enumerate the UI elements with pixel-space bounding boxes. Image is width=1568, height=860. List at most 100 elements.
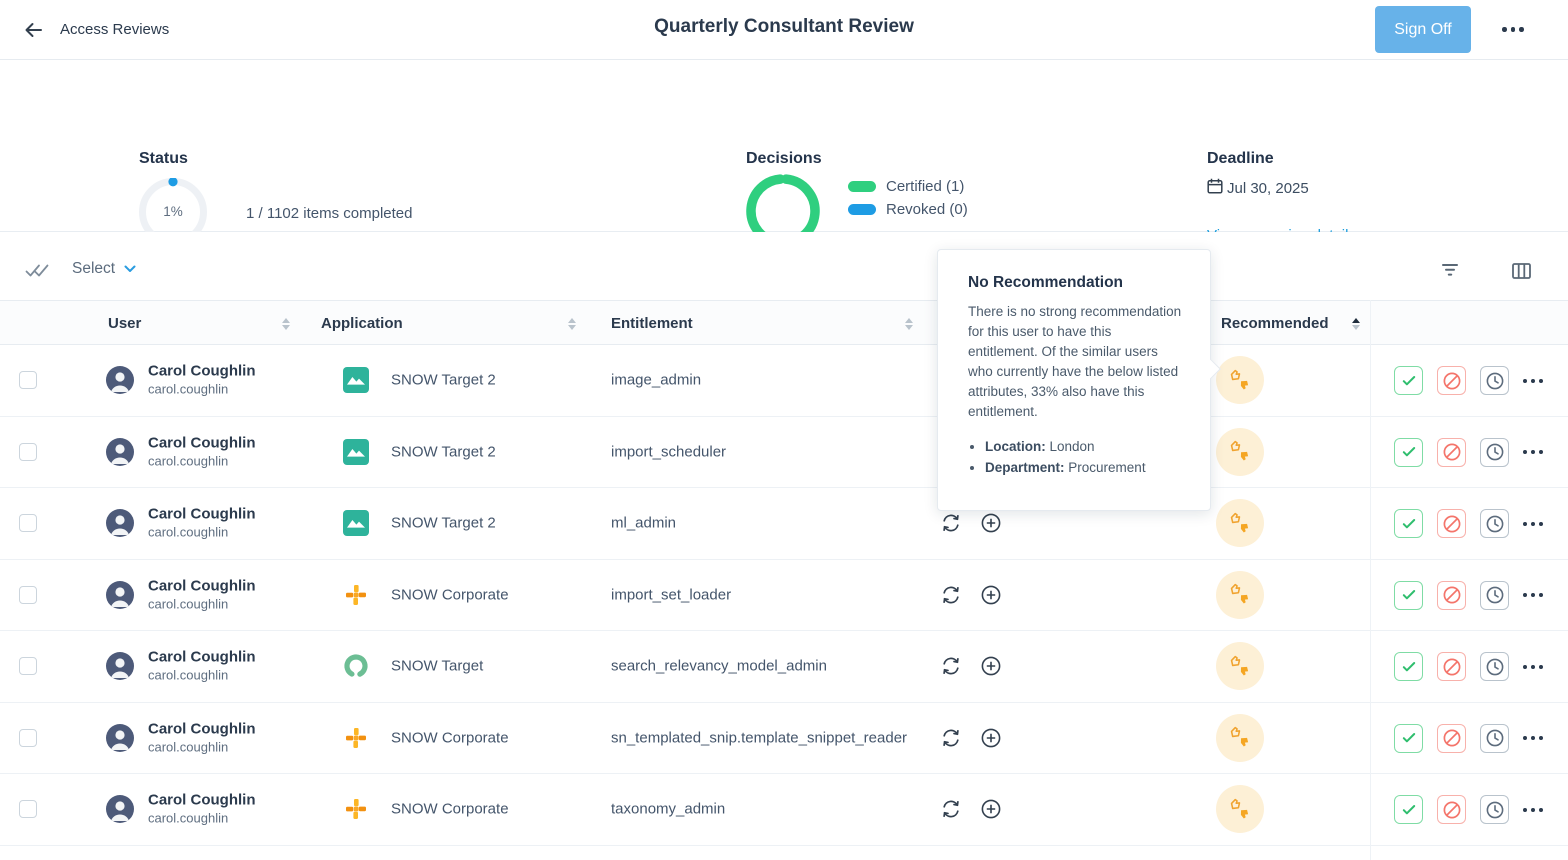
row-checkbox[interactable] [19,585,37,604]
column-header-entitlement[interactable]: Entitlement [611,301,913,346]
row-more-menu-icon[interactable] [1523,378,1543,383]
sign-off-button[interactable]: Sign Off [1375,6,1471,53]
clock-button[interactable] [1480,437,1509,467]
plus-circle-icon[interactable] [980,584,1002,606]
user-avatar [106,437,134,466]
snow-corporate-icon [343,582,369,608]
row-more-menu-icon[interactable] [1523,736,1543,741]
revoke-button[interactable] [1437,795,1466,825]
column-header-user[interactable]: User [108,301,290,346]
row-checkbox[interactable] [19,800,37,819]
recommendation-thumbs-icon[interactable] [1216,356,1264,405]
column-header-recommended[interactable]: Recommended [1221,301,1360,346]
select-all-icon[interactable] [25,262,49,284]
row-more-menu-icon[interactable] [1523,664,1543,669]
approve-button[interactable] [1394,366,1423,396]
user-cell: Carol Coughlin carol.coughlin [148,576,256,613]
row-checkbox[interactable] [19,657,37,676]
refresh-icon[interactable] [940,798,962,820]
plus-circle-icon[interactable] [980,727,1002,749]
breadcrumb[interactable]: Access Reviews [60,21,170,38]
plus-circle-icon[interactable] [980,655,1002,677]
user-avatar [106,652,134,681]
approve-button[interactable] [1394,723,1423,753]
recommendation-thumbs-icon[interactable] [1216,785,1264,834]
revoke-button[interactable] [1437,723,1466,753]
approve-button[interactable] [1394,437,1423,467]
revoked-label: Revoked (0) [886,201,968,218]
user-avatar [106,580,134,609]
user-cell: Carol Coughlin carol.coughlin [148,505,256,542]
back-arrow-icon[interactable] [22,19,44,41]
recommendation-thumbs-icon[interactable] [1216,499,1264,548]
row-checkbox[interactable] [19,442,37,461]
row-actions [1370,488,1568,560]
clock-button[interactable] [1480,509,1509,539]
approve-button[interactable] [1394,509,1423,539]
application-name: SNOW Corporate [391,729,509,747]
row-more-menu-icon[interactable] [1523,450,1543,455]
application-name: SNOW Target 2 [391,443,496,461]
legend-revoked: Revoked (0) [848,201,968,218]
tooltip-attribute: Department: Procurement [985,458,1182,479]
user-username: carol.coughlin [148,524,229,540]
user-avatar [106,509,134,538]
revoke-button[interactable] [1437,437,1466,467]
revoke-button[interactable] [1437,652,1466,682]
row-actions [1370,417,1568,489]
plus-circle-icon[interactable] [980,798,1002,820]
clock-button[interactable] [1480,652,1509,682]
row-more-menu-icon[interactable] [1523,521,1543,526]
clock-button[interactable] [1480,580,1509,610]
select-dropdown[interactable]: Select [72,260,136,278]
clock-button[interactable] [1480,366,1509,396]
user-username: carol.coughlin [148,596,229,612]
clock-button[interactable] [1480,723,1509,753]
snow-target-2-icon [343,510,369,537]
recommendation-thumbs-icon[interactable] [1216,570,1264,619]
user-username: carol.coughlin [148,810,229,826]
filter-icon[interactable] [1441,263,1459,282]
revoke-button[interactable] [1437,509,1466,539]
row-more-menu-icon[interactable] [1523,593,1543,598]
recommendation-thumbs-icon[interactable] [1216,642,1264,691]
recommendation-thumbs-icon[interactable] [1216,713,1264,762]
application-name: SNOW Target 2 [391,371,496,389]
refresh-icon[interactable] [940,655,962,677]
row-checkbox[interactable] [19,728,37,747]
user-name: Carol Coughlin [148,791,256,809]
column-header-application[interactable]: Application [321,301,576,346]
columns-icon[interactable] [1512,263,1531,284]
application-name: SNOW Corporate [391,800,509,818]
row-checkbox[interactable] [19,514,37,533]
recommendation-thumbs-icon[interactable] [1216,427,1264,476]
approve-button[interactable] [1394,580,1423,610]
approve-button[interactable] [1394,652,1423,682]
table-row: Carol Coughlin carol.coughlin SNOW Corpo… [0,559,1568,631]
clock-button[interactable] [1480,795,1509,825]
plus-circle-icon[interactable] [980,512,1002,534]
summary-section: Status 1% 1 / 1102 items completed Decis… [0,60,1568,248]
sort-icon [568,317,576,330]
approve-button[interactable] [1394,795,1423,825]
tooltip-attributes: Location: London Department: Procurement [985,437,1182,479]
refresh-icon[interactable] [940,512,962,534]
page-title: Quarterly Consultant Review [654,16,914,37]
table-row: Carol Coughlin carol.coughlin SNOW Corpo… [0,774,1568,846]
status-completed-text: 1 / 1102 items completed [246,205,413,222]
snow-corporate-icon [343,796,369,822]
revoke-button[interactable] [1437,580,1466,610]
deadline-row: Jul 30, 2025 [1207,178,1309,199]
status-percent: 1% [163,204,183,219]
revoke-button[interactable] [1437,366,1466,396]
deadline-label: Deadline [1207,150,1274,167]
row-checkbox[interactable] [19,371,37,390]
row-actions [1370,345,1568,417]
refresh-icon[interactable] [940,727,962,749]
sort-icon [282,317,290,330]
table-row: Carol Coughlin carol.coughlin SNOW Targe… [0,416,1568,489]
refresh-icon[interactable] [940,584,962,606]
row-more-menu-icon[interactable] [1523,807,1543,812]
more-options-icon[interactable] [1502,27,1524,32]
